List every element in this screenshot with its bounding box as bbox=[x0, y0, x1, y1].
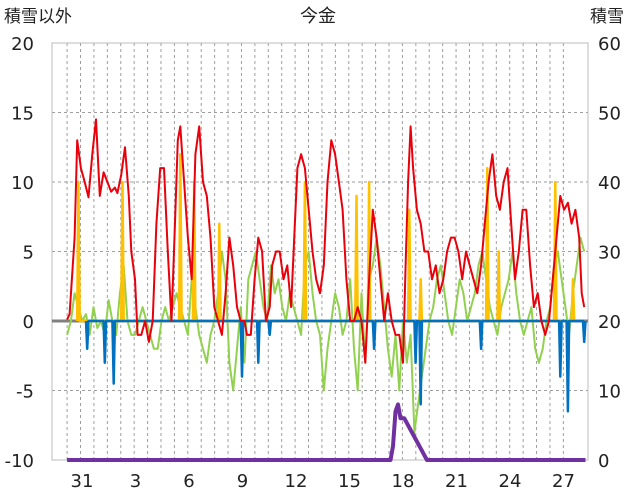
right-tick-label: 20 bbox=[598, 312, 621, 333]
right-tick-label: 60 bbox=[598, 34, 621, 55]
gridlines bbox=[52, 42, 588, 461]
right-tick-label: 10 bbox=[598, 382, 621, 403]
left-ticks: 20 15 10 5 0 -5 -10 bbox=[5, 34, 34, 472]
series-purple-line bbox=[67, 402, 586, 462]
series-green-line bbox=[66, 236, 586, 434]
left-tick-label: 10 bbox=[11, 173, 34, 194]
series-blue-line bbox=[84, 319, 587, 413]
x-tick-label: 24 bbox=[499, 471, 522, 492]
left-tick-label: 5 bbox=[23, 243, 34, 264]
left-tick-label: -10 bbox=[5, 451, 34, 472]
series-red-line bbox=[66, 118, 586, 364]
series-layer bbox=[66, 118, 587, 462]
x-tick-label: 21 bbox=[445, 471, 468, 492]
x-tick-label: 3 bbox=[130, 471, 141, 492]
right-ticks: 60 50 40 30 20 10 0 bbox=[598, 34, 621, 472]
x-ticks: 31 3 6 9 12 15 18 21 24 27 bbox=[71, 471, 575, 492]
right-tick-label: 50 bbox=[598, 104, 621, 125]
chart-title: 今金 bbox=[300, 6, 336, 27]
x-tick-label: 18 bbox=[392, 471, 415, 492]
left-tick-label: 20 bbox=[11, 34, 34, 55]
x-tick-label: 9 bbox=[237, 471, 248, 492]
x-tick-label: 27 bbox=[552, 471, 575, 492]
x-tick-label: 12 bbox=[285, 471, 308, 492]
left-tick-label: -5 bbox=[16, 382, 34, 403]
right-tick-label: 30 bbox=[598, 243, 621, 264]
left-tick-label: 15 bbox=[11, 104, 34, 125]
left-axis-label: 積雪以外 bbox=[4, 7, 72, 27]
x-tick-label: 15 bbox=[338, 471, 361, 492]
right-axis-label: 積雪 bbox=[590, 7, 624, 27]
right-tick-label: 40 bbox=[598, 173, 621, 194]
x-tick-label: 6 bbox=[183, 471, 194, 492]
left-tick-label: 0 bbox=[23, 312, 34, 333]
right-tick-label: 0 bbox=[598, 451, 609, 472]
x-tick-label: 31 bbox=[71, 471, 94, 492]
